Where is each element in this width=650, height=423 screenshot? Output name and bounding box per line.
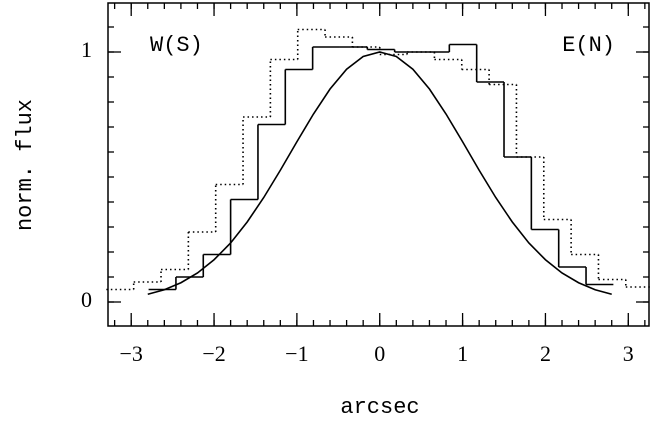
x-tick-label: 0 <box>374 341 385 366</box>
x-tick-label: −3 <box>119 341 142 366</box>
y-tick-label: 1 <box>81 37 92 62</box>
x-tick-label: 2 <box>540 341 551 366</box>
x-tick-label: −2 <box>202 341 225 366</box>
x-axis-label: arcsec <box>340 395 419 420</box>
model-curve <box>147 51 612 296</box>
y-axis-label: norm. flux <box>13 99 38 231</box>
x-tick-label: 1 <box>457 341 468 366</box>
y-tick-label: 0 <box>81 287 92 312</box>
plot-frame <box>107 2 650 327</box>
annotation: W(S) <box>150 33 203 58</box>
x-tick-label: 3 <box>623 341 634 366</box>
x-tick-label: −1 <box>285 341 308 366</box>
annotation: E(N) <box>562 33 615 58</box>
